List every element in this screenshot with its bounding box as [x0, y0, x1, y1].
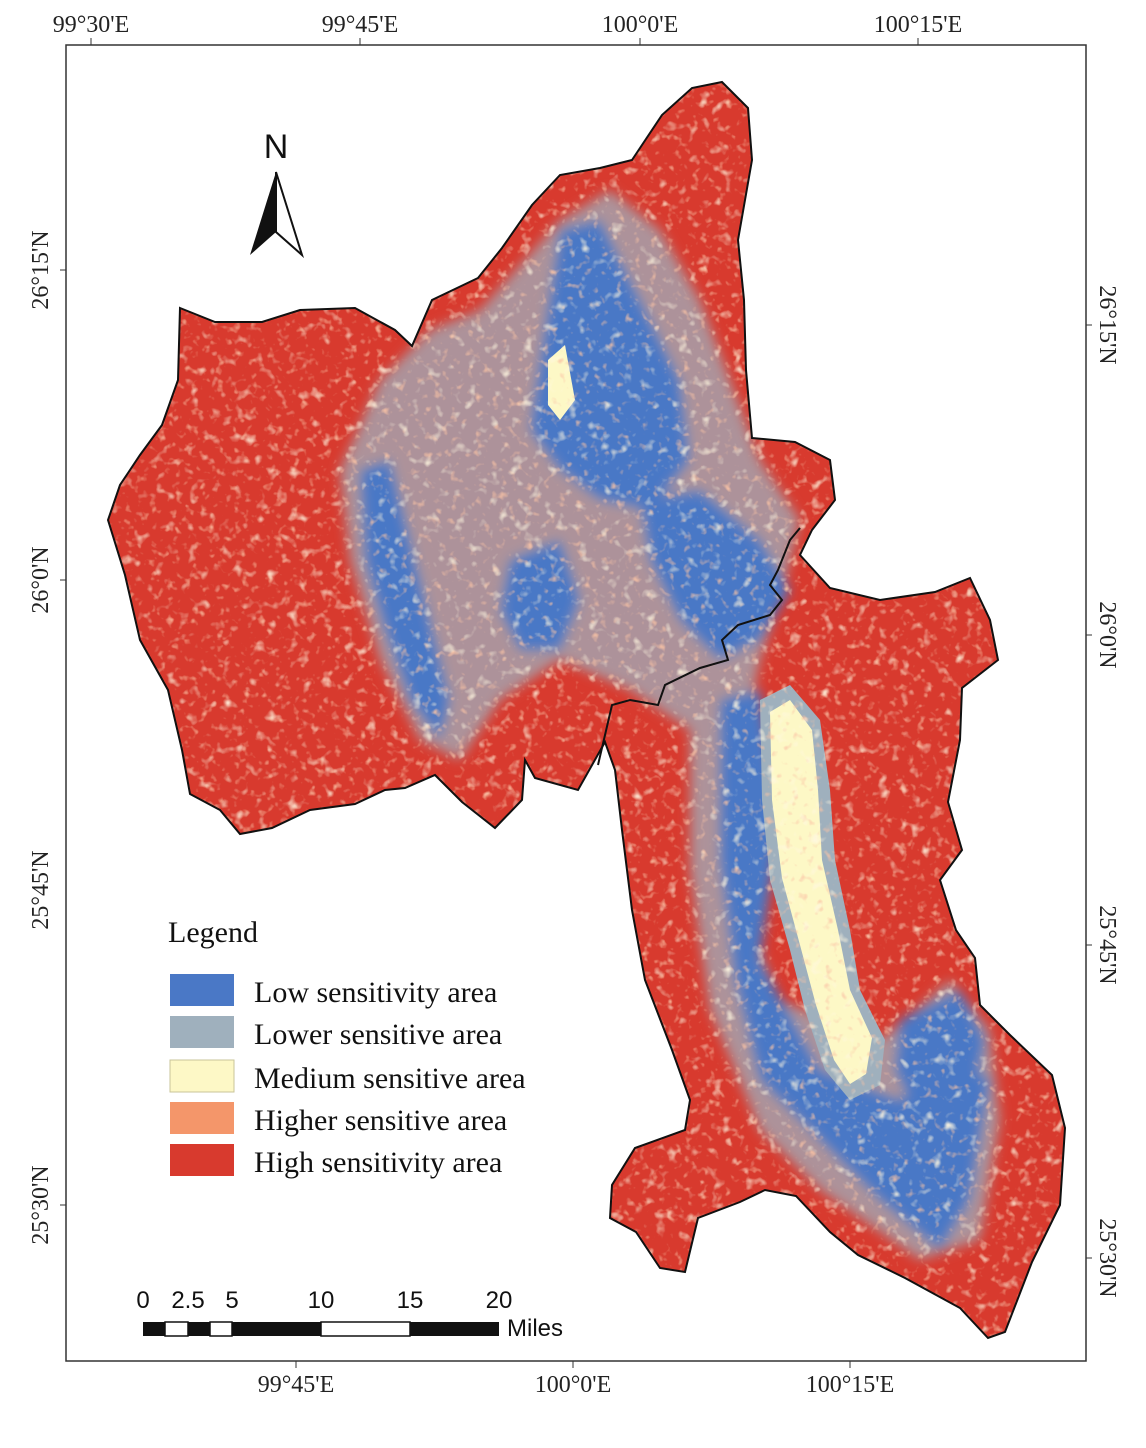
north-label: N: [264, 128, 289, 166]
scale-tick-label: 2.5: [171, 1287, 204, 1314]
district-boundary: [597, 527, 801, 766]
scale-unit-label: Miles: [507, 1315, 563, 1342]
scale-segment: [188, 1322, 210, 1336]
legend-label-low: Low sensitivity area: [254, 976, 497, 1009]
north-arrow-right-half: [275, 171, 305, 259]
left-tick-label: 25°45'N: [28, 850, 54, 929]
left-tick-label: 26°0'N: [28, 546, 54, 613]
top-tick-label: 99°45'E: [322, 12, 399, 38]
right-tick-label: 26°0'N: [1094, 601, 1120, 668]
scale-tick-label: 0: [136, 1287, 149, 1314]
scale-segment: [232, 1322, 321, 1336]
bottom-tick-label: 100°15'E: [806, 1372, 895, 1398]
scale-segment: [209, 1321, 233, 1337]
legend-label-lower: Lower sensitive area: [254, 1018, 502, 1051]
top-tick-label: 100°15'E: [874, 12, 963, 38]
legend-label-medium: Medium sensitive area: [254, 1062, 526, 1095]
scale-segment: [410, 1322, 499, 1336]
top-longitude-ticks: 99°30'E 99°45'E 100°0'E 100°15'E: [53, 12, 963, 45]
right-tick-label: 25°30'N: [1094, 1218, 1120, 1297]
legend-swatch-high: [170, 1144, 234, 1176]
legend-label-higher: Higher sensitive area: [254, 1104, 507, 1137]
scale-tick-label: 15: [397, 1287, 424, 1314]
right-latitude-ticks: 26°15'N 26°0'N 25°45'N 25°30'N: [1086, 285, 1120, 1298]
left-latitude-ticks: 26°15'N 26°0'N 25°45'N 25°30'N: [28, 230, 66, 1245]
scale-tick-label: 5: [225, 1287, 238, 1314]
bottom-tick-label: 99°45'E: [258, 1372, 335, 1398]
legend-swatch-medium: [169, 1059, 235, 1093]
right-tick-label: 25°45'N: [1094, 905, 1120, 984]
left-tick-label: 25°30'N: [28, 1165, 54, 1244]
legend-label-high: High sensitivity area: [254, 1146, 502, 1179]
north-arrow-left-half: [250, 172, 276, 255]
top-tick-label: 100°0'E: [602, 12, 679, 38]
scale-segment: [164, 1321, 189, 1337]
scale-segment: [143, 1322, 165, 1336]
scale-segment: [320, 1321, 411, 1337]
scale-tick-label: 20: [486, 1287, 513, 1314]
legend-title: Legend: [168, 916, 258, 949]
left-tick-label: 26°15'N: [28, 230, 54, 309]
right-tick-label: 26°15'N: [1094, 285, 1120, 364]
legend: Legend Low sensitivity area Lower sensit…: [168, 916, 526, 1179]
legend-swatch-lower: [170, 1016, 234, 1048]
legend-swatch-low: [170, 974, 234, 1006]
top-tick-label: 99°30'E: [53, 12, 130, 38]
north-arrow: N: [250, 128, 305, 259]
bottom-tick-label: 100°0'E: [535, 1372, 612, 1398]
legend-swatch-higher: [170, 1102, 234, 1134]
scale-tick-label: 10: [308, 1287, 335, 1314]
scale-bar: 0 2.5 5 10 15 20 Miles: [136, 1287, 563, 1342]
sensitivity-raster: [108, 82, 1065, 1338]
bottom-longitude-ticks: 99°45'E 100°0'E 100°15'E: [258, 1361, 895, 1398]
region-boundary: [106, 80, 1067, 1340]
map-frame: [65, 44, 1087, 1362]
